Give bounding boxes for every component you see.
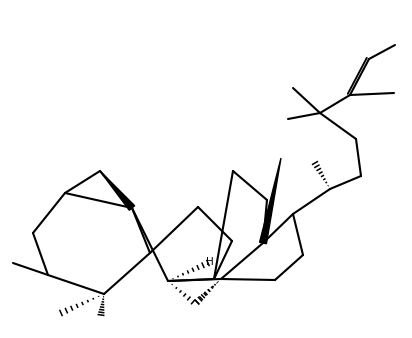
Polygon shape [260,158,281,244]
Text: H: H [206,257,214,267]
Polygon shape [100,171,135,210]
